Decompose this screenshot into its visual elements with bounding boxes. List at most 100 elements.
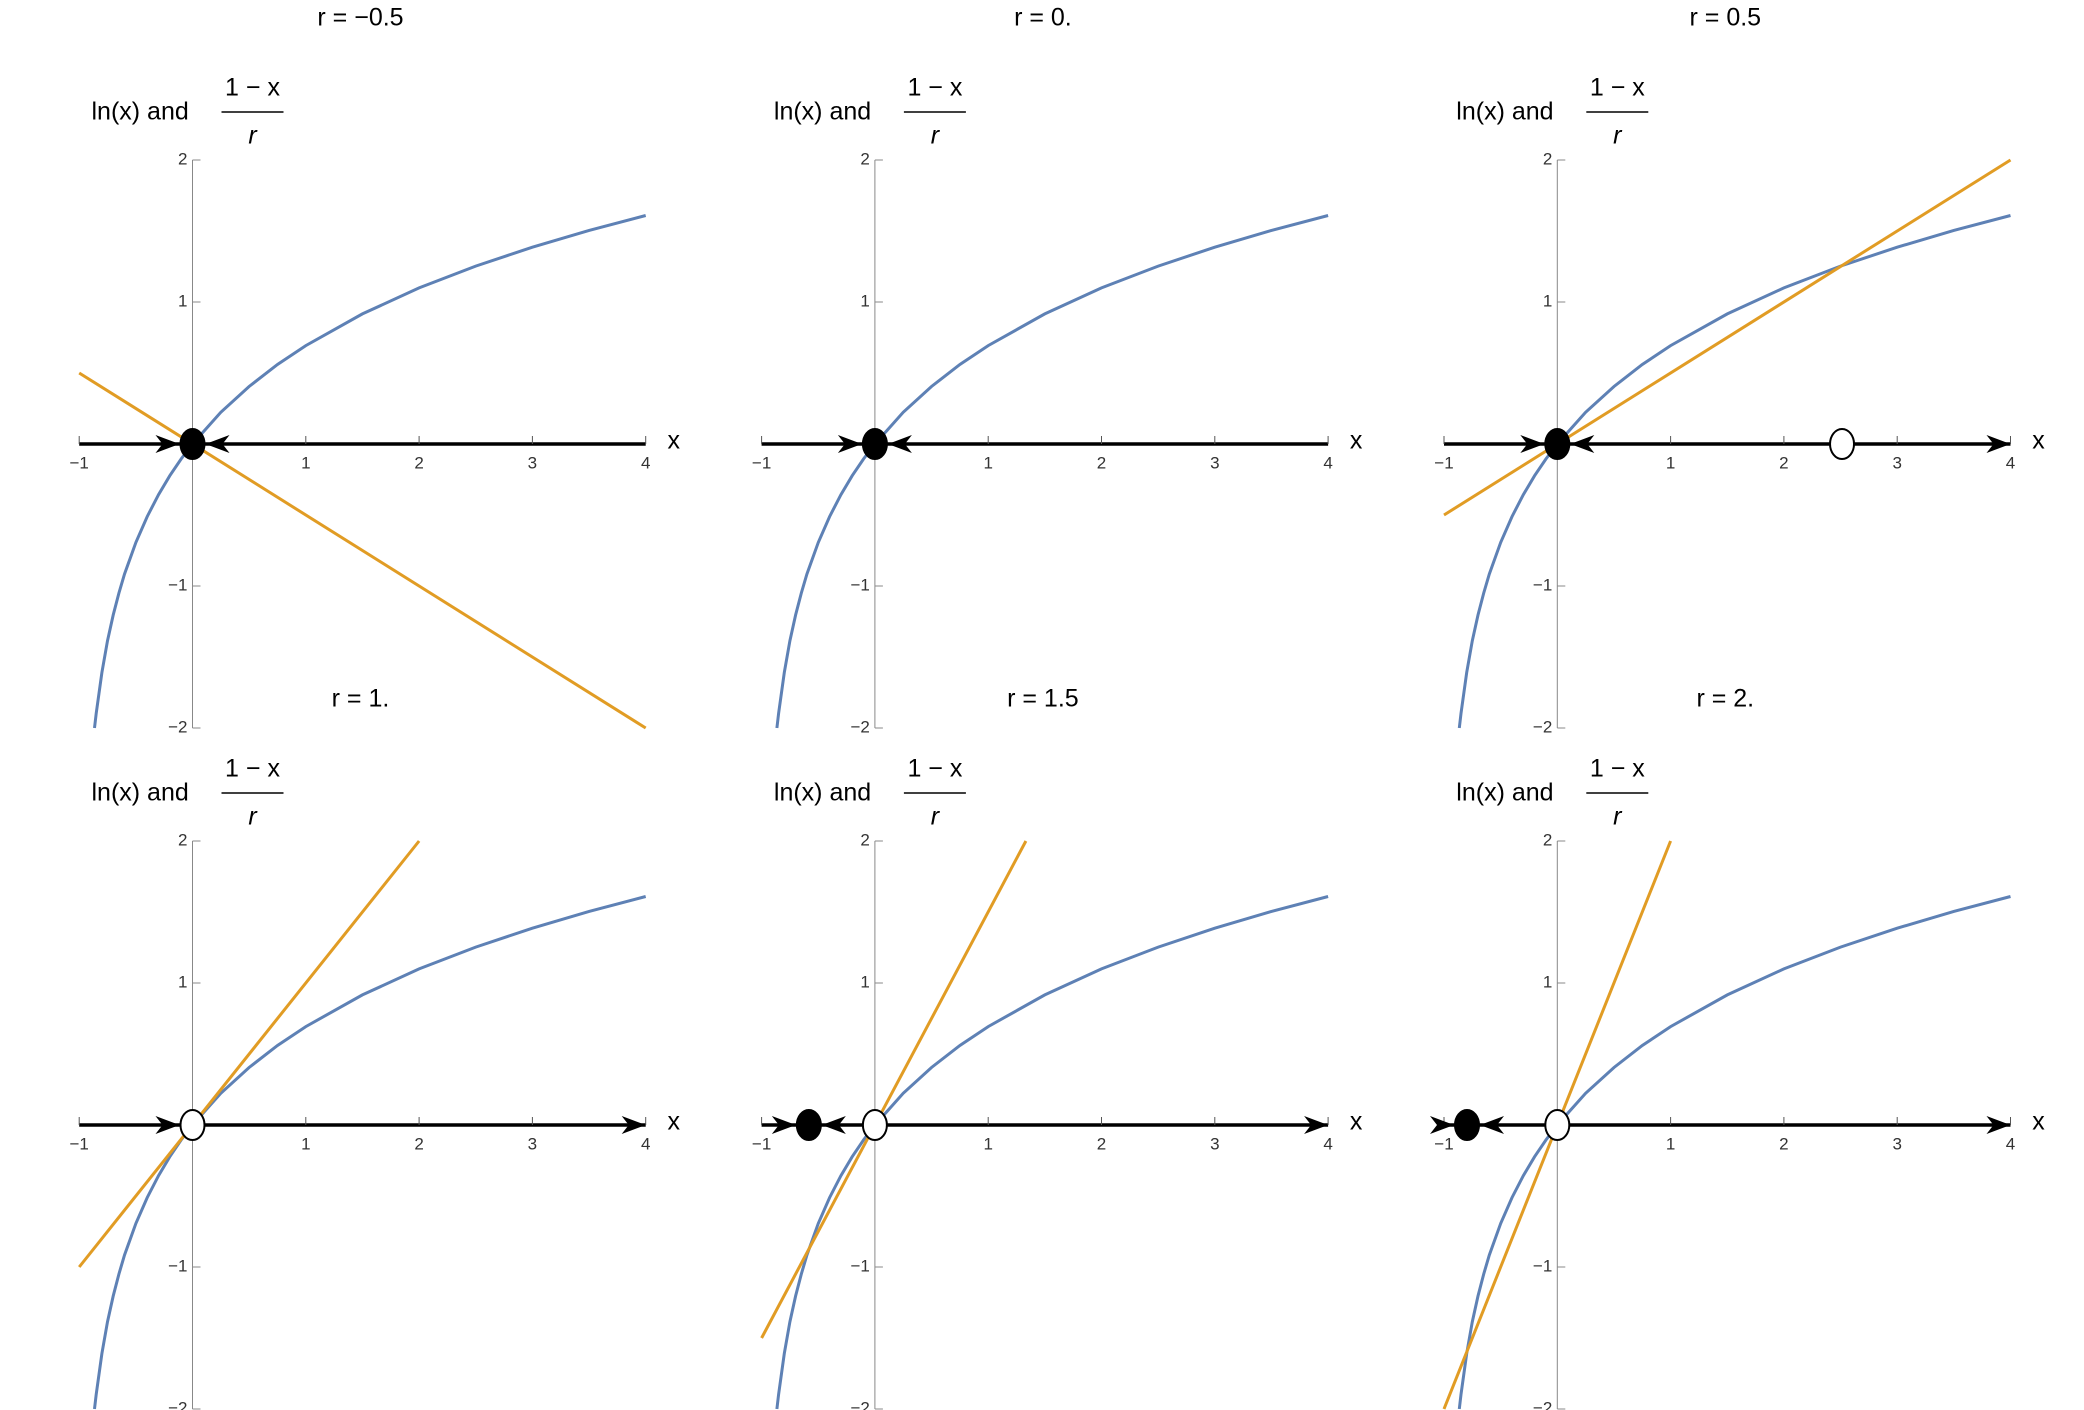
y-tick-label: −2	[168, 717, 187, 736]
x-tick-label: 3	[1210, 453, 1219, 472]
panel-title: r = 0.5	[1690, 4, 1762, 32]
y-axis-label-numerator: 1 − x	[907, 74, 962, 102]
x-tick-label: −1	[1434, 453, 1453, 472]
y-tick-label: −2	[1533, 717, 1552, 736]
fixed-point	[1829, 428, 1856, 460]
x-tick-label: 4	[641, 1134, 650, 1153]
y-tick-label: 1	[1543, 291, 1552, 310]
y-tick-label: −1	[168, 575, 187, 594]
y-tick-label: 2	[860, 149, 869, 168]
fixed-point	[179, 428, 206, 460]
x-axis-label: x	[2032, 1108, 2045, 1136]
y-tick-label: −1	[851, 1256, 870, 1275]
x-tick-label: 3	[528, 453, 537, 472]
y-axis-label-denominator: r	[248, 803, 258, 831]
y-axis-label-numerator: 1 − x	[1590, 74, 1645, 102]
y-axis-label: ln(x) and	[92, 779, 189, 807]
fixed-point	[179, 1109, 206, 1141]
curve	[1443, 158, 2012, 517]
y-axis-label-numerator: 1 − x	[225, 74, 280, 102]
y-axis-label: ln(x) and	[1456, 779, 1553, 807]
y-axis-label-denominator: r	[931, 122, 941, 150]
y-tick-label: 1	[178, 291, 187, 310]
x-tick-label: −1	[70, 453, 89, 472]
x-tick-label: 1	[983, 453, 992, 472]
x-axis-label: x	[667, 1108, 680, 1136]
x-axis-label: x	[667, 427, 680, 455]
y-axis-label: ln(x) and	[1456, 98, 1553, 126]
flow-arrow	[887, 435, 912, 453]
fixed-point	[861, 1109, 888, 1141]
curve	[775, 895, 1329, 1410]
flow-arrow	[1304, 1116, 1329, 1134]
curve	[78, 371, 647, 730]
flow-arrow	[1429, 1116, 1454, 1134]
y-tick-label: −1	[168, 1256, 187, 1275]
y-axis-label: ln(x) and	[774, 98, 871, 126]
fixed-point	[1453, 1109, 1480, 1141]
y-tick-label: 2	[860, 830, 869, 849]
x-tick-label: 1	[301, 1134, 310, 1153]
x-tick-label: 3	[1892, 453, 1901, 472]
y-tick-label: 1	[860, 291, 869, 310]
y-tick-label: −1	[851, 575, 870, 594]
panel-title: r = 0.	[1014, 4, 1072, 32]
y-tick-label: 2	[1543, 149, 1552, 168]
flow-arrow	[821, 1116, 846, 1134]
x-tick-label: 2	[414, 453, 423, 472]
y-tick-label: 1	[178, 972, 187, 991]
flow-arrow	[1986, 435, 2011, 453]
y-tick-label: 2	[178, 830, 187, 849]
flow-arrow	[1986, 1116, 2011, 1134]
flow-arrow	[1570, 435, 1595, 453]
x-tick-label: 2	[1779, 1134, 1788, 1153]
fixed-point	[1544, 428, 1571, 460]
y-axis-label-numerator: 1 − x	[225, 755, 280, 783]
x-axis-label: x	[1350, 427, 1363, 455]
curve	[775, 214, 1329, 729]
x-tick-label: 4	[641, 453, 650, 472]
y-axis-label-denominator: r	[248, 122, 258, 150]
curve	[760, 840, 1028, 1339]
y-tick-label: 1	[860, 972, 869, 991]
x-tick-label: −1	[752, 453, 771, 472]
x-tick-label: 2	[1097, 453, 1106, 472]
flow-arrow	[155, 435, 180, 453]
fixed-point	[795, 1109, 822, 1141]
x-tick-label: −1	[1434, 1134, 1453, 1153]
y-axis-label-numerator: 1 − x	[907, 755, 962, 783]
curve	[93, 214, 647, 729]
x-tick-label: −1	[70, 1134, 89, 1153]
panel-title: r = 1.5	[1007, 685, 1079, 713]
x-tick-label: 1	[301, 453, 310, 472]
fixed-point	[1544, 1109, 1571, 1141]
flow-arrow	[155, 1116, 180, 1134]
y-axis-label-denominator: r	[1613, 803, 1623, 831]
x-tick-label: 3	[1892, 1134, 1901, 1153]
flow-arrow	[205, 435, 230, 453]
curve	[1457, 214, 2011, 729]
y-axis-label: ln(x) and	[92, 98, 189, 126]
y-tick-label: 2	[1543, 830, 1552, 849]
y-tick-label: −2	[168, 1398, 187, 1410]
flow-arrow	[1520, 435, 1545, 453]
fixed-point	[861, 428, 888, 460]
panel-title: r = −0.5	[317, 4, 403, 32]
x-tick-label: 4	[2006, 453, 2015, 472]
curve	[78, 840, 421, 1268]
y-tick-label: −2	[1533, 1398, 1552, 1410]
panel-title: r = 1.	[332, 685, 390, 713]
x-tick-label: 3	[1210, 1134, 1219, 1153]
x-tick-label: 3	[528, 1134, 537, 1153]
y-tick-label: 2	[178, 149, 187, 168]
y-axis-label-denominator: r	[931, 803, 941, 831]
x-tick-label: 2	[414, 1134, 423, 1153]
x-tick-label: 1	[1666, 1134, 1675, 1153]
y-axis-label-denominator: r	[1613, 122, 1623, 150]
x-tick-label: 4	[1323, 453, 1332, 472]
x-axis-label: x	[2032, 427, 2045, 455]
x-axis-label: x	[1350, 1108, 1363, 1136]
y-axis-label: ln(x) and	[774, 779, 871, 807]
